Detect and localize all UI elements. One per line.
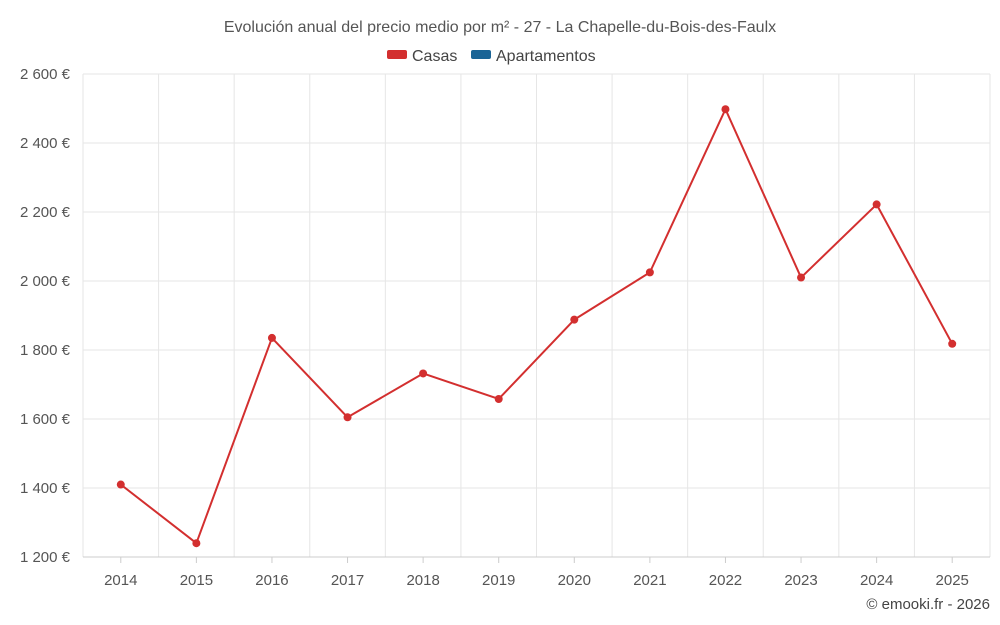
x-axis: 2014 2015 2016 2017 2018 2019 2020 2021 2022 2023… [83, 556, 990, 589]
data-point-casas-2016[interactable] [267, 333, 276, 342]
y-tick-label: 1 400 € [20, 480, 71, 497]
x-tick-label: 2025 [936, 572, 969, 589]
series-line-casas [120, 108, 954, 545]
x-tick-label: 2021 [633, 572, 666, 589]
data-point-casas-2014[interactable] [116, 480, 125, 489]
data-point-casas-2021[interactable] [645, 268, 654, 277]
series-casas [116, 105, 957, 548]
legend-swatch-apartamentos [471, 50, 491, 59]
x-tick-label: 2019 [482, 572, 515, 589]
y-tick-label: 1 800 € [20, 342, 71, 359]
x-tick-label: 2020 [558, 572, 591, 589]
y-tick-label: 1 200 € [20, 549, 71, 566]
legend-label-casas: Casas [412, 48, 457, 65]
data-point-casas-2024[interactable] [872, 200, 881, 209]
y-tick-label: 2 400 € [20, 135, 71, 152]
data-point-casas-2022[interactable] [721, 105, 730, 114]
data-point-casas-2019[interactable] [494, 394, 503, 403]
legend-swatch-casas [387, 50, 407, 59]
data-point-casas-2017[interactable] [343, 413, 352, 422]
grid [82, 73, 991, 558]
x-tick-label: 2014 [104, 572, 137, 589]
x-tick-label: 2022 [709, 572, 742, 589]
y-tick-label: 2 000 € [20, 273, 71, 290]
data-point-casas-2025[interactable] [948, 339, 957, 348]
y-tick-label: 2 200 € [20, 204, 71, 221]
data-point-casas-2020[interactable] [570, 315, 579, 324]
x-tick-label: 2024 [860, 572, 893, 589]
legend: Casas Apartamentos [387, 48, 596, 65]
x-tick-label: 2015 [180, 572, 213, 589]
y-axis: 1 200 € 1 400 € 1 600 € 1 800 € 2 000 € 2 200… [20, 66, 71, 566]
x-tick-label: 2018 [406, 572, 439, 589]
legend-item-apartamentos[interactable]: Apartamentos [471, 48, 596, 65]
y-tick-label: 1 600 € [20, 411, 71, 428]
legend-item-casas[interactable]: Casas [387, 48, 457, 65]
data-point-casas-2015[interactable] [192, 539, 201, 548]
chart-title: Evolución anual del precio medio por m² … [224, 19, 776, 36]
x-tick-label: 2017 [331, 572, 364, 589]
data-point-casas-2018[interactable] [419, 369, 428, 378]
x-tick-label: 2016 [255, 572, 288, 589]
credit-text[interactable]: © emooki.fr - 2026 [866, 596, 990, 613]
data-point-casas-2023[interactable] [797, 273, 806, 282]
x-tick-label: 2023 [784, 572, 817, 589]
y-tick-label: 2 600 € [20, 66, 71, 83]
legend-label-apartamentos: Apartamentos [496, 48, 596, 65]
